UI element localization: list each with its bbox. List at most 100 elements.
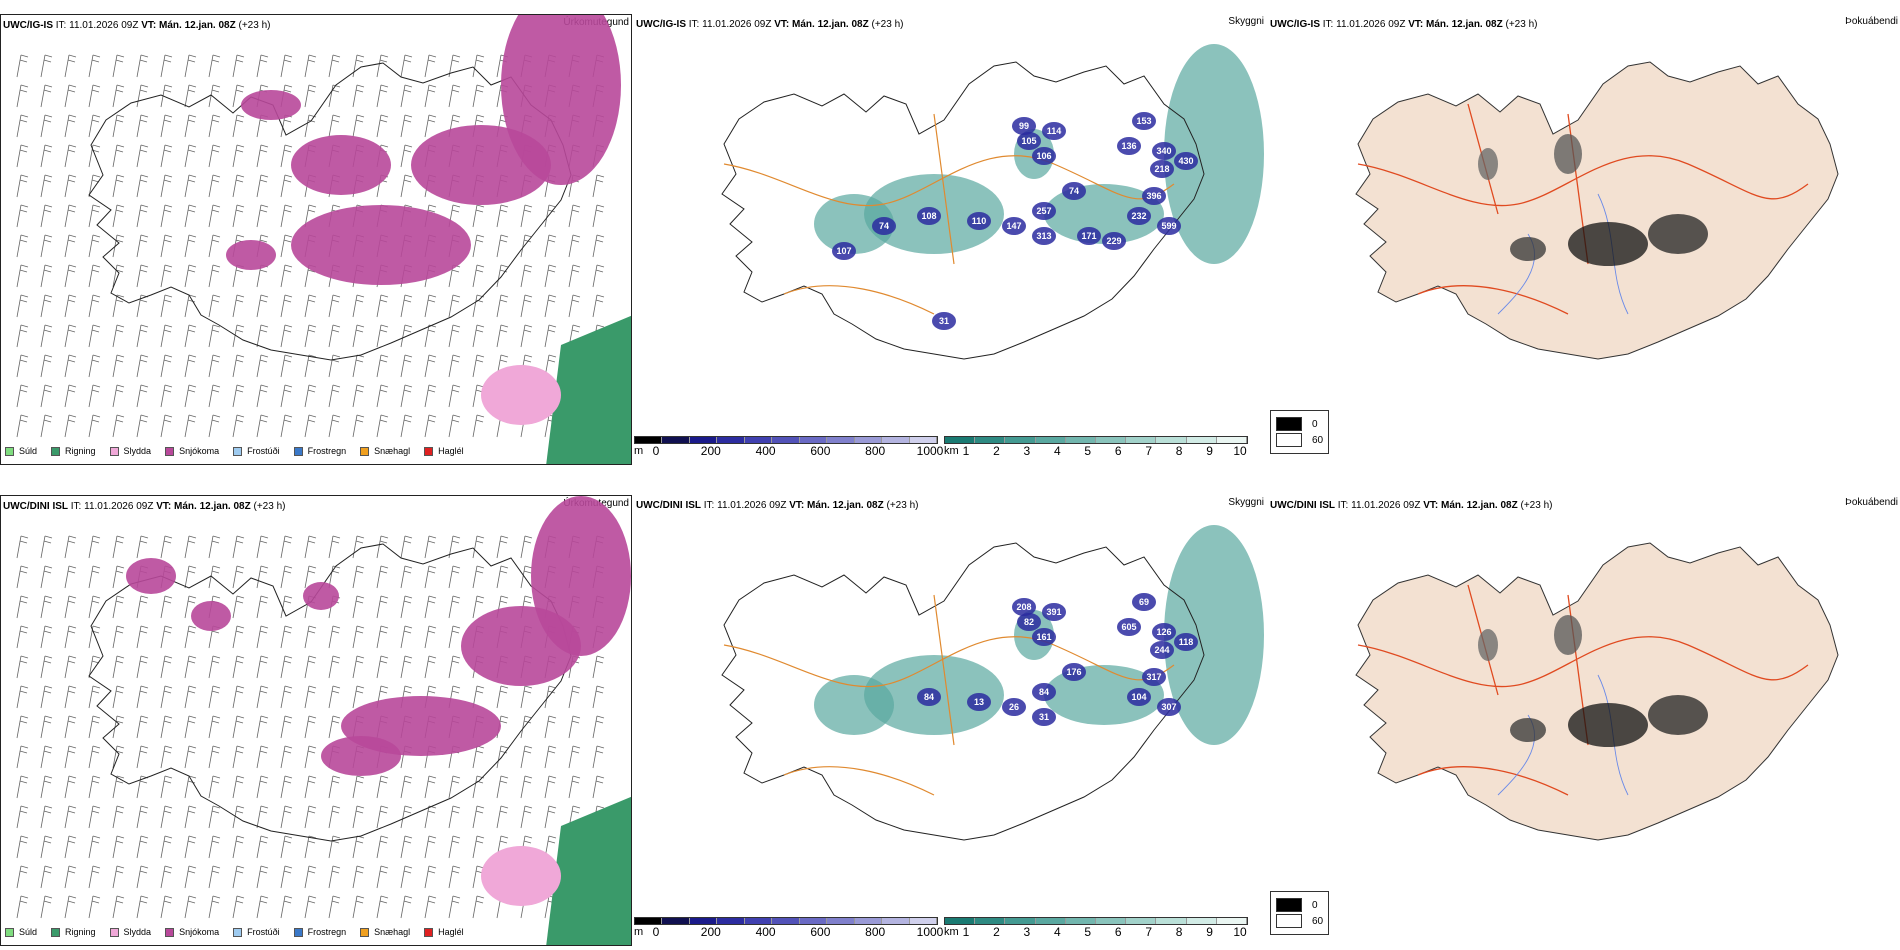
legend-item: Frostregn [293, 927, 347, 937]
fog-indicator-area [1568, 703, 1648, 747]
colorbar-strip [944, 917, 1248, 925]
wind-barb [88, 655, 101, 679]
cloud-base-value: 430 [1178, 156, 1193, 166]
wind-barb [592, 715, 605, 739]
cloud-base-blob [1150, 641, 1174, 659]
legend-label: Frostúði [247, 446, 280, 456]
colorbar-step [689, 437, 718, 443]
wind-barb [544, 324, 557, 348]
wind-barb [376, 595, 389, 619]
wind-barb [16, 715, 29, 739]
colorbar-step [945, 437, 976, 443]
wind-barb [88, 895, 101, 919]
legend-label: Frostregn [307, 927, 347, 937]
colorbar-step [1035, 918, 1066, 924]
wind-barb [160, 655, 173, 679]
wind-barb [448, 324, 461, 348]
cloud-base-value: 107 [836, 246, 851, 256]
wind-barb [88, 114, 101, 138]
wind-barb [40, 805, 53, 829]
wind-barb [280, 384, 293, 408]
wind-barb [88, 84, 101, 108]
wind-barb [184, 324, 197, 348]
wind-barb [160, 535, 173, 559]
wind-barb [112, 234, 125, 258]
wind-barb [112, 685, 125, 709]
colorbar-step [1186, 918, 1217, 924]
cloud-base-value: 317 [1146, 672, 1161, 682]
wind-barb [160, 324, 173, 348]
wind-barb [256, 775, 269, 799]
wind-barb [400, 144, 413, 168]
wind-barb [256, 54, 269, 78]
cloud-base-blob [1032, 147, 1056, 165]
model-source: UWC/DINI ISL [1270, 500, 1335, 511]
wind-barb [448, 384, 461, 408]
wind-barb [40, 895, 53, 919]
wind-barb [64, 174, 77, 198]
wind-barb [112, 54, 125, 78]
wind-barb [112, 895, 125, 919]
cloud-base-blob [872, 217, 896, 235]
low-visibility-area [1164, 525, 1264, 745]
wind-barb [520, 565, 533, 589]
wind-barb [304, 384, 317, 408]
wind-barb [16, 354, 29, 378]
wind-barb [136, 535, 149, 559]
it-label: IT: [1322, 19, 1334, 30]
colorbar-tick-label: 5 [1084, 444, 1092, 458]
wind-barb [304, 895, 317, 919]
cloud-base-value: 208 [1016, 602, 1031, 612]
colorbar-step [662, 437, 690, 443]
cloud-base-value: 232 [1131, 211, 1146, 221]
road-network [723, 113, 1175, 315]
wind-barb [352, 625, 365, 649]
wind-barb [256, 625, 269, 649]
model-source: UWC/IG-IS [1270, 19, 1320, 30]
wind-barb [184, 174, 197, 198]
legend-label: Haglél [438, 446, 464, 456]
wind-barb [184, 865, 197, 889]
legend-label: Rigning [65, 446, 96, 456]
colorbar-tick-label: 800 [865, 444, 886, 458]
wind-barb [16, 625, 29, 649]
wind-barb [592, 204, 605, 228]
colorbar-step [1216, 437, 1248, 443]
colorbar-step [662, 918, 690, 924]
wind-barb [184, 895, 197, 919]
cloud-base-blob [1102, 232, 1126, 250]
wind-barb [376, 865, 389, 889]
wind-barb [304, 294, 317, 318]
colorbar-step [882, 437, 910, 443]
coastline [721, 542, 1205, 841]
wind-barb [64, 294, 77, 318]
wind-barb [112, 835, 125, 859]
wind-barb [232, 174, 245, 198]
wind-barb [424, 114, 437, 138]
cloud-base-blob [1012, 598, 1036, 616]
wind-barb [352, 685, 365, 709]
road-network [1357, 103, 1809, 315]
wind-barb [496, 535, 509, 559]
wind-barb [16, 204, 29, 228]
it-value: 11.01.2026 09Z [1336, 19, 1406, 30]
wind-barb [352, 565, 365, 589]
wind-barb [256, 655, 269, 679]
legend-swatch [233, 927, 243, 937]
wind-barb [184, 204, 197, 228]
wind-barb [184, 565, 197, 589]
legend-swatch [293, 446, 303, 456]
legend-item: Súld [5, 927, 37, 937]
wind-barb [400, 865, 413, 889]
cloud-base-blob [832, 242, 856, 260]
fog-indicator-area [1568, 222, 1648, 266]
wind-barb [280, 835, 293, 859]
legend-item: 0 [1276, 898, 1323, 912]
colorbar-tick-label: 600 [810, 444, 831, 458]
colorbar-step [975, 918, 1006, 924]
wind-barb [376, 54, 389, 78]
wind-barb [16, 895, 29, 919]
wind-barb [64, 264, 77, 288]
wind-barb [16, 114, 29, 138]
